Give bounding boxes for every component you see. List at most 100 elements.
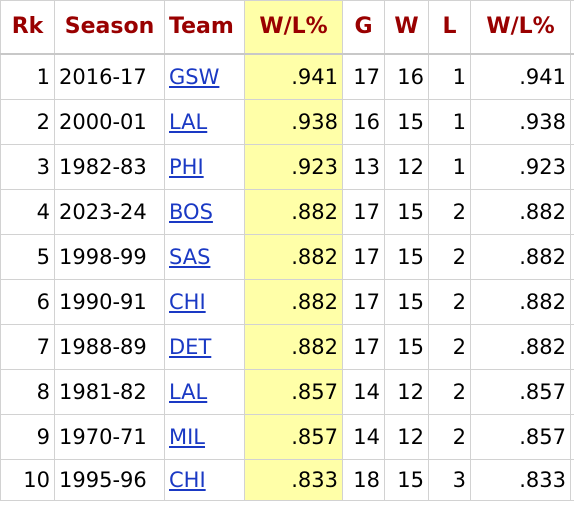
cell-losses: 1 — [428, 53, 471, 100]
cell-team: CHI — [164, 279, 245, 325]
cell-losses: 2 — [428, 189, 471, 235]
team-link[interactable]: LAL — [169, 109, 208, 134]
cell-season: 1990-91 — [54, 279, 165, 325]
header-losses[interactable]: L — [428, 0, 471, 55]
cell-wins: 12 — [384, 144, 429, 190]
cell-clipped-column — [570, 324, 574, 370]
cell-season: 2023-24 — [54, 189, 165, 235]
cell-rank: 9 — [0, 414, 55, 460]
cell-team: MIL — [164, 414, 245, 460]
header-games[interactable]: G — [342, 0, 385, 55]
cell-clipped-column — [570, 279, 574, 325]
team-link[interactable]: CHI — [169, 289, 206, 314]
cell-rank: 5 — [0, 234, 55, 280]
cell-win-loss-pct: .857 — [244, 369, 343, 415]
cell-win-loss-pct-2: .941 — [470, 53, 571, 100]
header-team[interactable]: Team — [164, 0, 245, 55]
cell-season: 2000-01 — [54, 99, 165, 145]
cell-games: 13 — [342, 144, 385, 190]
cell-rank: 10 — [0, 459, 55, 501]
cell-losses: 2 — [428, 279, 471, 325]
cell-wins: 16 — [384, 53, 429, 100]
header-season[interactable]: Season — [54, 0, 165, 55]
table-row: 4 2023-24 BOS .882 17 15 2.882 — [0, 189, 574, 235]
header-win-loss-pct[interactable]: W/L% — [244, 0, 343, 55]
cell-team: SAS — [164, 234, 245, 280]
team-link[interactable]: PHI — [169, 154, 204, 179]
cell-rank: 1 — [0, 53, 55, 100]
cell-losses: 3 — [428, 459, 471, 501]
table-body: 1 2016-17 GSW .941 17 16 1.941 2 2000-01 LAL .938 1… — [0, 53, 574, 501]
team-link[interactable]: BOS — [169, 199, 213, 224]
header-clipped-column — [570, 0, 574, 55]
cell-win-loss-pct-2: .938 — [470, 99, 571, 145]
cell-games: 16 — [342, 99, 385, 145]
table-row: 10 1995-96 CHI .833 18 15 3.833 — [0, 459, 574, 501]
table-row: 1 2016-17 GSW .941 17 16 1.941 — [0, 53, 574, 100]
cell-season: 1988-89 — [54, 324, 165, 370]
table-row: 5 1998-99 SAS .882 17 15 2.882 — [0, 234, 574, 280]
cell-wins: 15 — [384, 459, 429, 501]
cell-win-loss-pct-2: .857 — [470, 414, 571, 460]
team-link[interactable]: DET — [169, 334, 212, 359]
cell-team: BOS — [164, 189, 245, 235]
cell-win-loss-pct: .882 — [244, 279, 343, 325]
header-rank[interactable]: Rk — [0, 0, 55, 55]
cell-clipped-column — [570, 234, 574, 280]
cell-season: 1970-71 — [54, 414, 165, 460]
cell-win-loss-pct-2: .857 — [470, 369, 571, 415]
cell-win-loss-pct-2: .882 — [470, 324, 571, 370]
cell-clipped-column — [570, 99, 574, 145]
cell-win-loss-pct-2: .833 — [470, 459, 571, 501]
cell-clipped-column — [570, 53, 574, 100]
cell-wins: 15 — [384, 234, 429, 280]
cell-team: LAL — [164, 99, 245, 145]
cell-win-loss-pct: .857 — [244, 414, 343, 460]
cell-season: 1998-99 — [54, 234, 165, 280]
cell-games: 17 — [342, 324, 385, 370]
cell-win-loss-pct-2: .882 — [470, 234, 571, 280]
cell-win-loss-pct-2: .882 — [470, 189, 571, 235]
cell-games: 14 — [342, 414, 385, 460]
cell-season: 1982-83 — [54, 144, 165, 190]
team-link[interactable]: GSW — [169, 64, 220, 89]
cell-rank: 7 — [0, 324, 55, 370]
cell-games: 17 — [342, 279, 385, 325]
cell-season: 2016-17 — [54, 53, 165, 100]
table-row: 3 1982-83 PHI .923 13 12 1.923 — [0, 144, 574, 190]
table-row: 9 1970-71 MIL .857 14 12 2.857 — [0, 414, 574, 460]
cell-win-loss-pct: .941 — [244, 53, 343, 100]
cell-win-loss-pct: .938 — [244, 99, 343, 145]
cell-losses: 2 — [428, 414, 471, 460]
cell-wins: 15 — [384, 324, 429, 370]
cell-rank: 6 — [0, 279, 55, 325]
cell-games: 17 — [342, 234, 385, 280]
cell-wins: 15 — [384, 99, 429, 145]
cell-wins: 15 — [384, 189, 429, 235]
header-win-loss-pct-2[interactable]: W/L% — [470, 0, 571, 55]
cell-wins: 12 — [384, 369, 429, 415]
cell-losses: 1 — [428, 144, 471, 190]
cell-rank: 8 — [0, 369, 55, 415]
cell-clipped-column — [570, 369, 574, 415]
cell-win-loss-pct: .882 — [244, 234, 343, 280]
cell-win-loss-pct: .923 — [244, 144, 343, 190]
table-row: 8 1981-82 LAL .857 14 12 2.857 — [0, 369, 574, 415]
cell-team: GSW — [164, 53, 245, 100]
cell-losses: 2 — [428, 369, 471, 415]
cell-win-loss-pct-2: .923 — [470, 144, 571, 190]
table-row: 2 2000-01 LAL .938 16 15 1.938 — [0, 99, 574, 145]
header-wins[interactable]: W — [384, 0, 429, 55]
team-link[interactable]: MIL — [169, 424, 206, 449]
team-link[interactable]: CHI — [169, 467, 206, 492]
cell-team: PHI — [164, 144, 245, 190]
cell-clipped-column — [570, 414, 574, 460]
team-link[interactable]: LAL — [169, 379, 208, 404]
team-link[interactable]: SAS — [169, 244, 211, 269]
cell-win-loss-pct: .882 — [244, 189, 343, 235]
cell-games: 14 — [342, 369, 385, 415]
cell-rank: 3 — [0, 144, 55, 190]
cell-win-loss-pct: .882 — [244, 324, 343, 370]
cell-losses: 2 — [428, 234, 471, 280]
